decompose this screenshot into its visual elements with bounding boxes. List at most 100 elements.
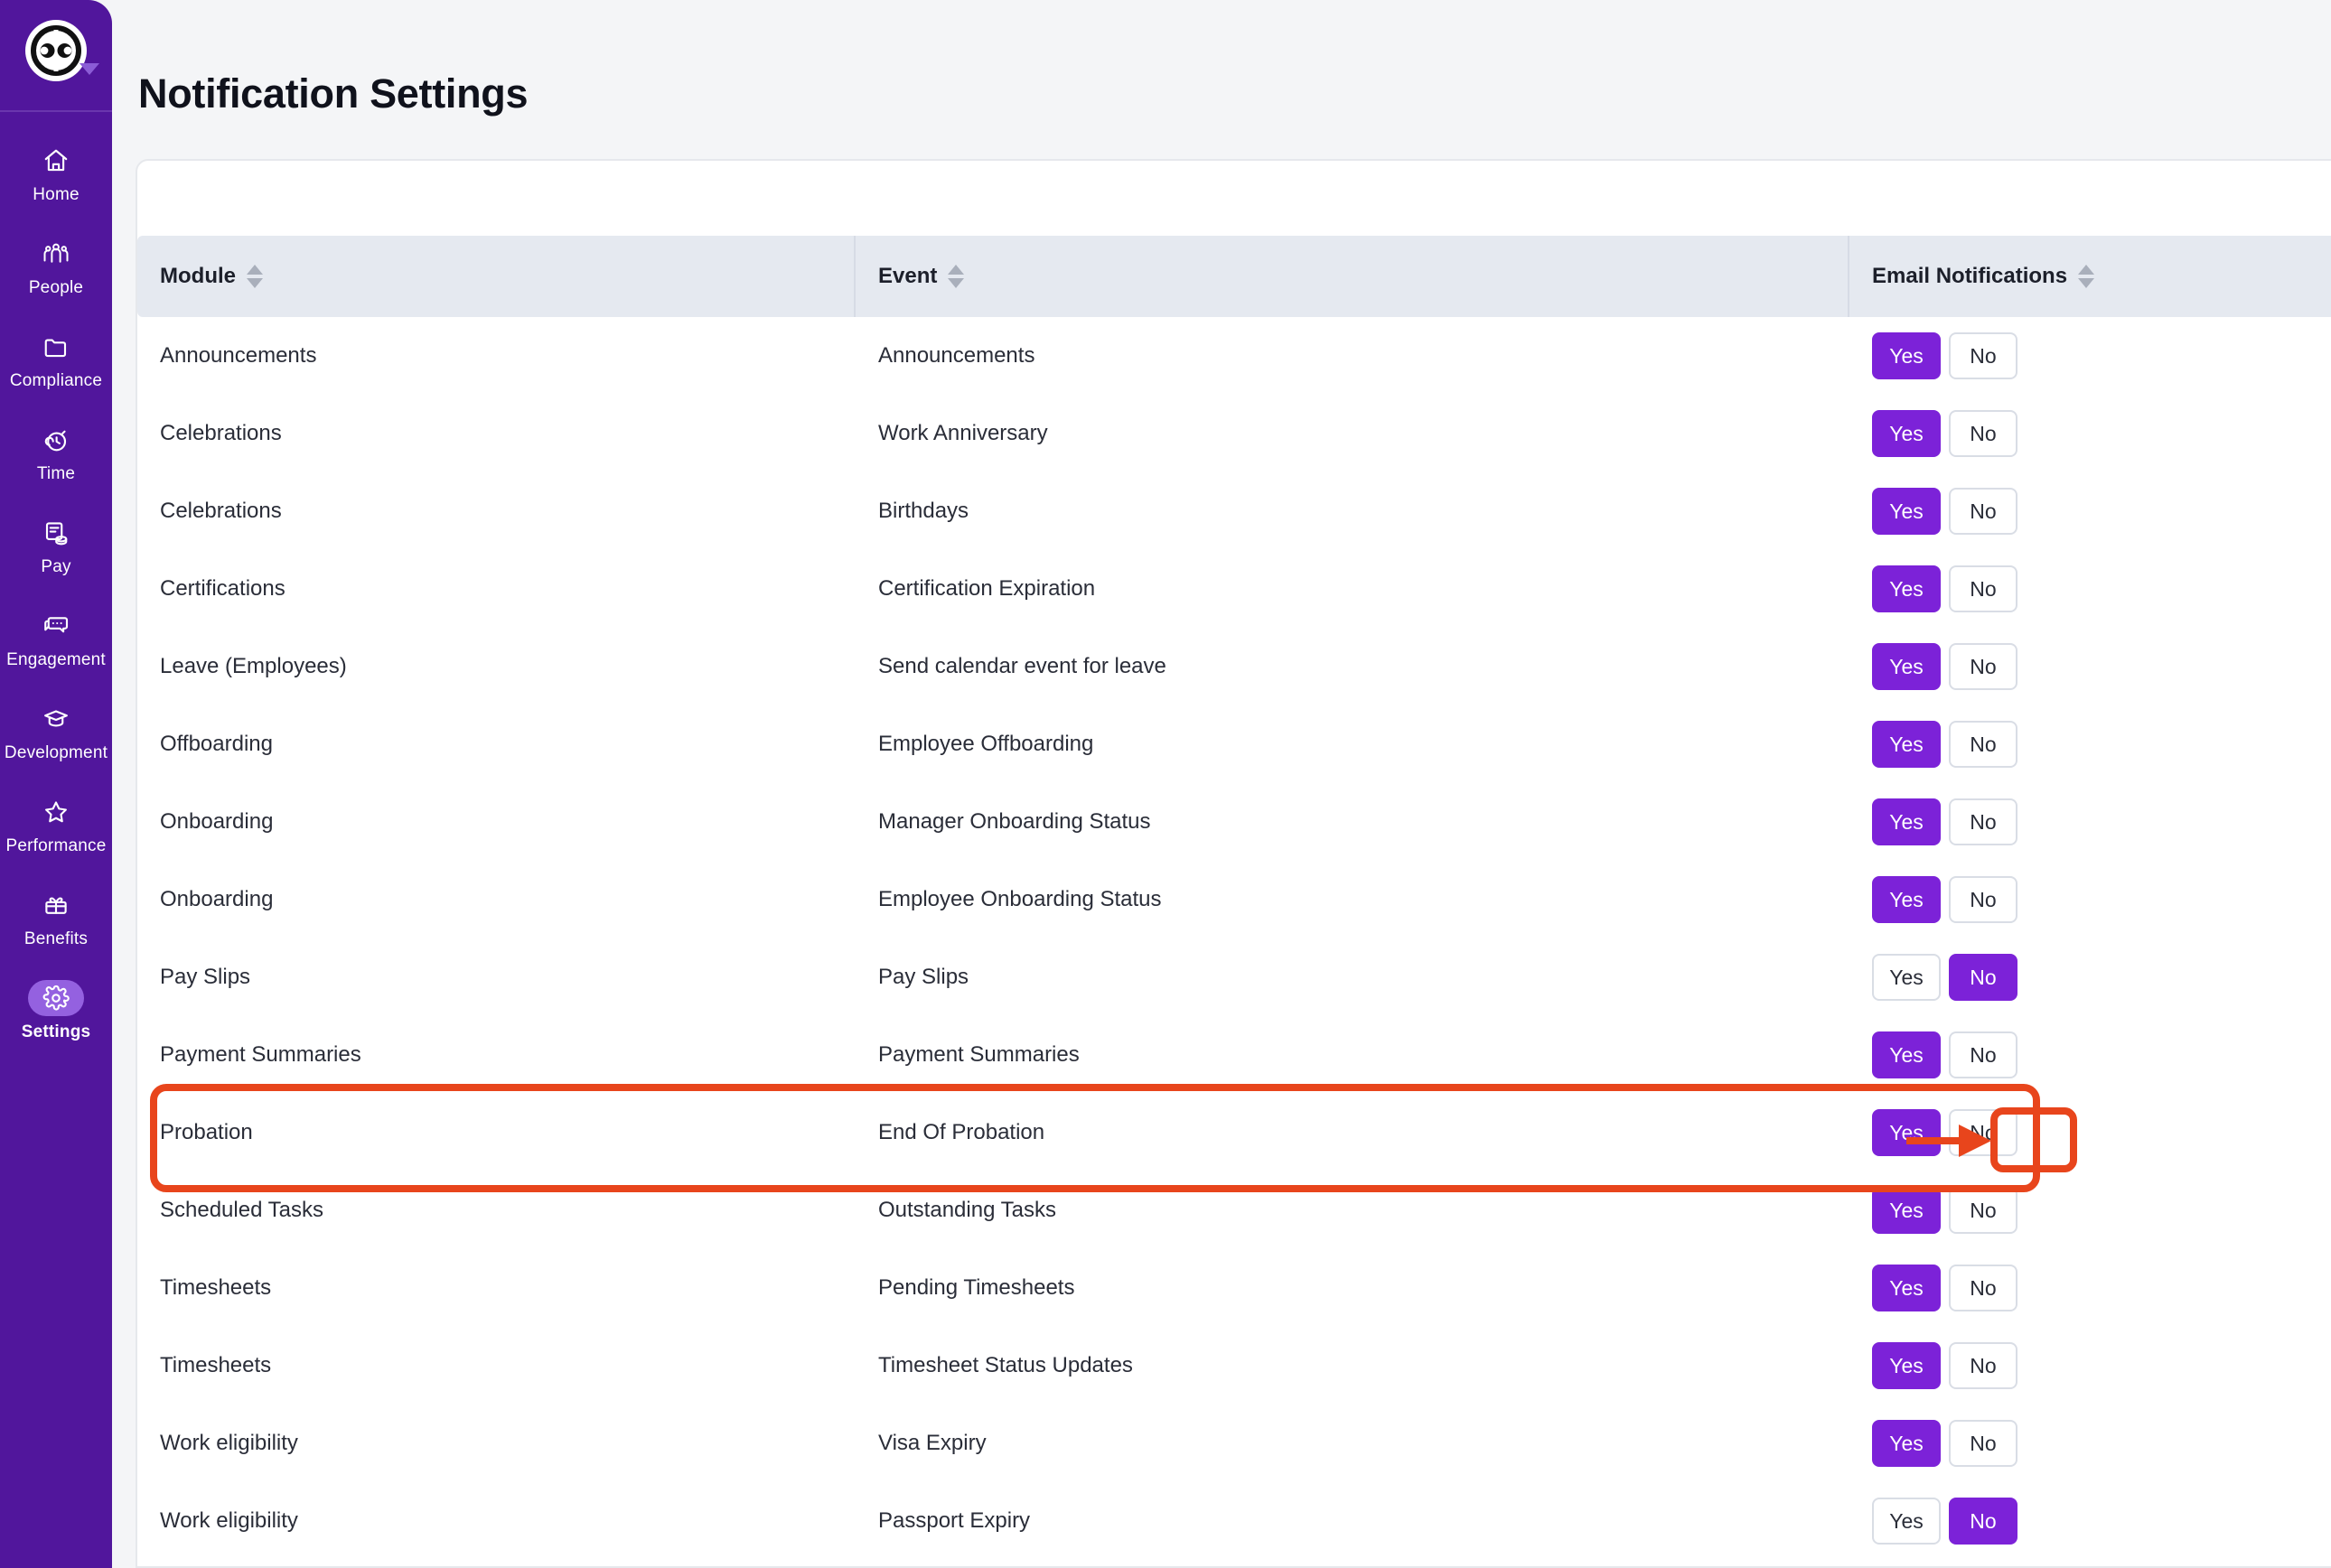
cell-event: Manager Onboarding Status (878, 809, 1151, 834)
sidebar-item-label: Benefits (23, 929, 89, 948)
sidebar-item-time[interactable]: Time (0, 422, 112, 484)
toggle-yes-button[interactable]: Yes (1872, 1342, 1941, 1389)
toggle-no-button[interactable]: No (1949, 332, 2017, 379)
chat-icon (28, 608, 84, 644)
toggle-no-button[interactable]: No (1949, 410, 2017, 457)
sort-toggle-icon[interactable] (2078, 265, 2095, 288)
cell-module: Celebrations (160, 499, 282, 523)
toggle-yes-button[interactable]: Yes (1872, 1420, 1941, 1467)
sidebar-item-development[interactable]: Development (0, 701, 112, 763)
table-row: Probation End Of Probation Yes No (137, 1094, 2331, 1171)
cell-email-notifications: Yes No (1849, 550, 2331, 628)
cell-email-notifications: Yes No (1849, 317, 2331, 395)
cell-event: Visa Expiry (878, 1431, 987, 1455)
table-row: Timesheets Timesheet Status Updates Yes No (137, 1327, 2331, 1405)
sidebar-item-label: Home (33, 185, 80, 204)
cell-module: Scheduled Tasks (160, 1198, 324, 1222)
cell-event: Announcements (878, 343, 1035, 368)
column-header-module[interactable]: Module (137, 236, 856, 317)
sidebar-item-people[interactable]: People (0, 236, 112, 298)
column-header-event[interactable]: Event (856, 236, 1849, 317)
sidebar-item-label: Performance (5, 836, 107, 855)
people-icon (28, 236, 84, 272)
toggle-no-button[interactable]: No (1949, 1342, 2017, 1389)
cell-module: Probation (160, 1120, 253, 1144)
toggle-no-button[interactable]: No (1949, 798, 2017, 845)
toggle-no-button[interactable]: No (1949, 1265, 2017, 1311)
toggle-yes-button[interactable]: Yes (1872, 1265, 1941, 1311)
email-notification-toggle: Yes No (1872, 1342, 2017, 1389)
sidebar-item-label: Compliance (9, 371, 103, 390)
toggle-no-button[interactable]: No (1949, 1109, 2017, 1156)
sidebar-item-performance[interactable]: Performance (0, 794, 112, 856)
email-notification-toggle: Yes No (1872, 876, 2017, 923)
toggle-no-button[interactable]: No (1949, 1420, 2017, 1467)
settings-card: Module Event Email N (136, 159, 2331, 1568)
cell-module: Announcements (160, 343, 317, 368)
toggle-yes-button[interactable]: Yes (1872, 798, 1941, 845)
table-row: Work eligibility Visa Expiry Yes No (137, 1405, 2331, 1482)
toggle-yes-button[interactable]: Yes (1872, 954, 1941, 1001)
column-header-label: Event (878, 264, 938, 288)
toggle-yes-button[interactable]: Yes (1872, 410, 1941, 457)
toggle-yes-button[interactable]: Yes (1872, 1498, 1941, 1545)
table-row: Onboarding Employee Onboarding Status Yes N… (137, 861, 2331, 938)
sidebar-item-label: Pay (41, 557, 71, 576)
column-header-label: Module (160, 264, 236, 288)
toggle-no-button[interactable]: No (1949, 876, 2017, 923)
toggle-no-button[interactable]: No (1949, 1498, 2017, 1545)
toggle-yes-button[interactable]: Yes (1872, 1109, 1941, 1156)
sidebar-item-label: People (28, 278, 84, 297)
table-row: Pay Slips Pay Slips Yes No (137, 938, 2331, 1016)
logo-dropdown-caret-icon[interactable] (80, 63, 99, 75)
cell-module: Certifications (160, 576, 286, 601)
sort-toggle-icon[interactable] (247, 265, 263, 288)
table-row: Work eligibility Passport Expiry Yes No (137, 1482, 2331, 1560)
toggle-no-button[interactable]: No (1949, 1187, 2017, 1234)
toggle-yes-button[interactable]: Yes (1872, 565, 1941, 612)
email-notification-toggle: Yes No (1872, 488, 2017, 535)
toggle-yes-button[interactable]: Yes (1872, 1187, 1941, 1234)
payslip-icon (28, 515, 84, 551)
sidebar-item-benefits[interactable]: Benefits (0, 887, 112, 949)
cell-event: Timesheet Status Updates (878, 1353, 1133, 1377)
toggle-no-button[interactable]: No (1949, 954, 2017, 1001)
column-header-email-notifications[interactable]: Email Notifications (1849, 236, 2331, 317)
toggle-yes-button[interactable]: Yes (1872, 1031, 1941, 1078)
toggle-no-button[interactable]: No (1949, 488, 2017, 535)
sidebar-item-label: Settings (21, 1022, 91, 1041)
folder-icon (28, 329, 84, 365)
toggle-yes-button[interactable]: Yes (1872, 332, 1941, 379)
sidebar-item-compliance[interactable]: Compliance (0, 329, 112, 391)
cell-email-notifications: Yes No (1849, 938, 2331, 1016)
cell-email-notifications: Yes No (1849, 783, 2331, 861)
cell-email-notifications: Yes No (1849, 1482, 2331, 1560)
sidebar-item-engagement[interactable]: Engagement (0, 608, 112, 670)
email-notification-toggle: Yes No (1872, 1265, 2017, 1311)
toggle-no-button[interactable]: No (1949, 643, 2017, 690)
sidebar-item-home[interactable]: Home (0, 143, 112, 205)
sidebar-item-pay[interactable]: Pay (0, 515, 112, 577)
cell-module: Timesheets (160, 1353, 272, 1377)
cell-email-notifications: Yes No (1849, 1171, 2331, 1249)
cell-event: Employee Offboarding (878, 732, 1094, 756)
toggle-yes-button[interactable]: Yes (1872, 721, 1941, 768)
email-notification-toggle: Yes No (1872, 410, 2017, 457)
sidebar-item-settings[interactable]: Settings (0, 980, 112, 1042)
column-header-label: Email Notifications (1872, 264, 2068, 288)
email-notification-toggle: Yes No (1872, 643, 2017, 690)
caret-up-icon (247, 265, 263, 275)
cell-module: Celebrations (160, 421, 282, 445)
toggle-no-button[interactable]: No (1949, 565, 2017, 612)
toggle-yes-button[interactable]: Yes (1872, 876, 1941, 923)
toggle-no-button[interactable]: No (1949, 1031, 2017, 1078)
toggle-yes-button[interactable]: Yes (1872, 643, 1941, 690)
company-logo-icon[interactable] (25, 20, 87, 81)
toggle-no-button[interactable]: No (1949, 721, 2017, 768)
toggle-yes-button[interactable]: Yes (1872, 488, 1941, 535)
cell-module: Leave (Employees) (160, 654, 347, 678)
sort-toggle-icon[interactable] (948, 265, 965, 288)
logo-area[interactable] (0, 0, 112, 112)
email-notification-toggle: Yes No (1872, 1031, 2017, 1078)
cell-event: End Of Probation (878, 1120, 1045, 1144)
